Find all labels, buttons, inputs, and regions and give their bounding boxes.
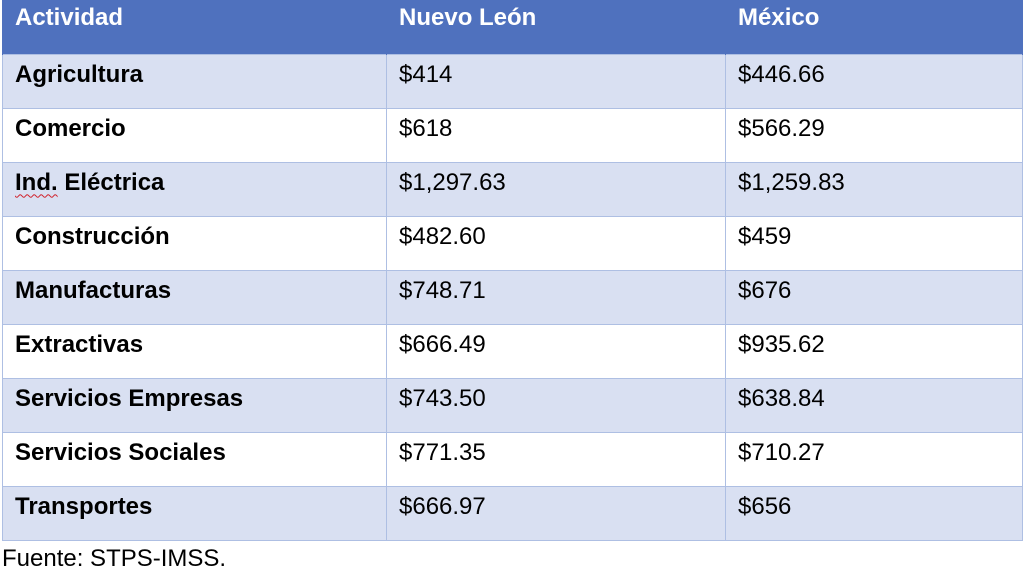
cell-actividad: Comercio [2, 107, 387, 163]
table-row: Ind. Eléctrica $1,297.63 $1,259.83 [2, 161, 1023, 217]
cell-nuevo-leon: $618 [386, 107, 726, 163]
cell-mexico: $676 [725, 269, 1023, 325]
header-row: Actividad Nuevo León México [2, 0, 1023, 54]
cell-nuevo-leon: $748.71 [386, 269, 726, 325]
cell-actividad-rest: Eléctrica [57, 168, 165, 196]
cell-nuevo-leon: $743.50 [386, 377, 726, 433]
table-header: Actividad Nuevo León México [2, 0, 1023, 54]
cell-mexico: $459 [725, 215, 1023, 271]
table-row: Servicios Sociales $771.35 $710.27 [2, 431, 1023, 487]
cell-mexico: $638.84 [725, 377, 1023, 433]
table-row: Transportes $666.97 $656 [2, 485, 1023, 541]
cell-mexico: $566.29 [725, 107, 1023, 163]
cell-actividad: Extractivas [2, 323, 387, 379]
table-row: Manufacturas $748.71 $676 [2, 269, 1023, 325]
cell-mexico: $710.27 [725, 431, 1023, 487]
cell-actividad: Manufacturas [2, 269, 387, 325]
cell-nuevo-leon: $1,297.63 [386, 161, 726, 217]
cell-nuevo-leon: $482.60 [386, 215, 726, 271]
cell-mexico: $446.66 [725, 53, 1023, 109]
cell-nuevo-leon: $666.97 [386, 485, 726, 541]
cell-actividad: Servicios Empresas [2, 377, 387, 433]
cell-nuevo-leon: $771.35 [386, 431, 726, 487]
cell-actividad: Transportes [2, 485, 387, 541]
cell-nuevo-leon: $414 [386, 53, 726, 109]
table-row: Construcción $482.60 $459 [2, 215, 1023, 271]
table-row: Servicios Empresas $743.50 $638.84 [2, 377, 1023, 433]
cell-actividad: Agricultura [2, 53, 387, 109]
cell-mexico: $656 [725, 485, 1023, 541]
cell-nuevo-leon: $666.49 [386, 323, 726, 379]
cell-mexico: $1,259.83 [725, 161, 1023, 217]
header-mexico: México [725, 0, 1023, 54]
spellcheck-underlined-word: Ind. [15, 168, 58, 196]
cell-mexico: $935.62 [725, 323, 1023, 379]
cell-actividad: Construcción [2, 215, 387, 271]
table-body: Agricultura $414 $446.66 Comercio $618 $… [2, 53, 1023, 541]
header-nuevo-leon: Nuevo León [386, 0, 726, 54]
table-row: Extractivas $666.49 $935.62 [2, 323, 1023, 379]
table-row: Comercio $618 $566.29 [2, 107, 1023, 163]
wage-table: Actividad Nuevo León México Agricultura … [2, 0, 1023, 541]
cell-actividad: Ind. Eléctrica [2, 161, 387, 217]
source-footnote: Fuente: STPS-IMSS. [2, 545, 227, 572]
cell-actividad: Servicios Sociales [2, 431, 387, 487]
header-actividad: Actividad [2, 0, 387, 54]
table-row: Agricultura $414 $446.66 [2, 53, 1023, 109]
